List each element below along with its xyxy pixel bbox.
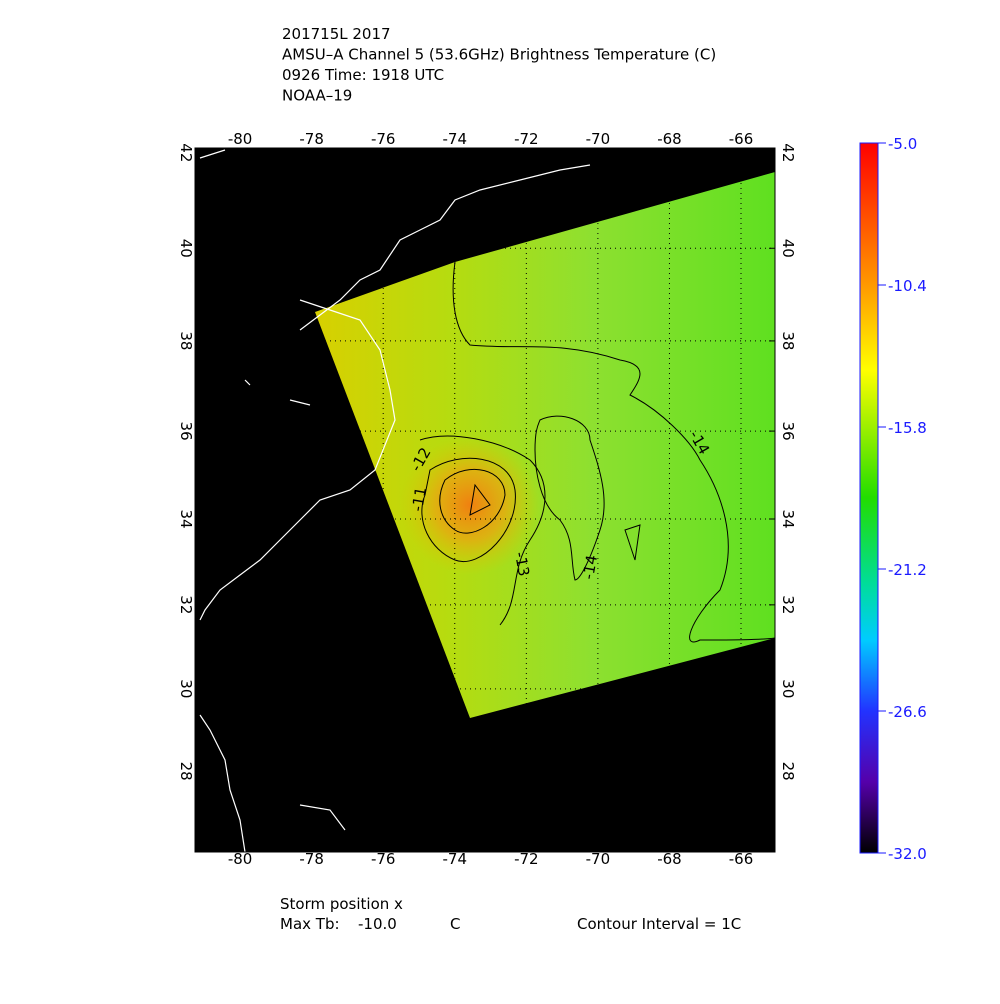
x-tick-label: -78 <box>299 850 324 868</box>
x-tick-label: -78 <box>299 130 324 148</box>
contour <box>624 524 641 561</box>
y-tick-label: 42 <box>177 143 195 162</box>
y-tick-label: 28 <box>779 762 797 781</box>
header-line: 201715L 2017 <box>282 25 391 43</box>
x-tick-label: -74 <box>443 850 468 868</box>
x-tick-label: -80 <box>228 130 253 148</box>
x-tick-label: -72 <box>514 850 539 868</box>
y-tick-label: 40 <box>779 239 797 258</box>
y-tick-label: 32 <box>779 595 797 614</box>
x-tick-label: -68 <box>657 850 682 868</box>
x-tick-label: -66 <box>729 130 754 148</box>
axes: -80 -80 -78 -78 -76 -76 -74 -74 -72 -72 -70 -70 -68 -… <box>177 130 797 868</box>
y-tick-label: 40 <box>177 239 195 258</box>
y-tick-label: 42 <box>779 143 797 162</box>
y-tick-label: 30 <box>177 679 195 698</box>
header: 201715L 2017 AMSU–A Channel 5 (53.6GHz) B… <box>282 25 716 105</box>
y-tick-label: 36 <box>779 422 797 441</box>
x-tick-label: -70 <box>586 850 611 868</box>
contour <box>469 483 491 516</box>
map-frame <box>194 147 776 853</box>
colorbar-tick-label: -32.0 <box>888 845 927 863</box>
contour <box>421 457 516 562</box>
grid <box>195 148 775 852</box>
warm-core <box>395 415 545 595</box>
x-tick-label: -80 <box>228 850 253 868</box>
x-tick-label: -70 <box>586 130 611 148</box>
colorbar <box>859 142 879 854</box>
colorbar-tick-label: -15.8 <box>888 419 927 437</box>
contour-label: -11 <box>408 486 430 513</box>
contour-interval: Contour Interval = 1C <box>577 915 741 933</box>
contours <box>419 261 775 643</box>
x-tick-label: -76 <box>371 850 396 868</box>
x-tick-label: -68 <box>657 130 682 148</box>
header-line: AMSU–A Channel 5 (53.6GHz) Brightness Te… <box>282 46 716 64</box>
coastline <box>199 149 591 852</box>
y-tick-label: 38 <box>779 331 797 350</box>
x-tick-label: -74 <box>443 130 468 148</box>
colorbar-tick-label: -5.0 <box>888 135 917 153</box>
y-tick-label: 34 <box>177 509 195 528</box>
x-tick-label: -72 <box>514 130 539 148</box>
max-tb: -10.0 <box>358 915 397 933</box>
swath <box>315 172 775 718</box>
contour-label: -13 <box>511 551 533 578</box>
y-tick-label: 38 <box>177 331 195 350</box>
contour <box>419 435 546 626</box>
footer: Storm position x Max Tb: -10.0 C Contour… <box>280 895 741 933</box>
y-tick-label: 30 <box>779 679 797 698</box>
colorbar-tick-label: -21.2 <box>888 561 927 579</box>
contour <box>534 415 605 581</box>
max-tb-unit: C <box>450 915 460 933</box>
y-tick-label: 32 <box>177 595 195 614</box>
contour-label: -14 <box>579 554 601 581</box>
header-line: 0926 Time: 1918 UTC <box>282 66 444 84</box>
contour <box>452 261 775 643</box>
y-tick-label: 34 <box>779 509 797 528</box>
colorbar-tick-label: -10.4 <box>888 277 927 295</box>
y-tick-label: 36 <box>177 422 195 441</box>
y-tick-label: 28 <box>177 762 195 781</box>
contour <box>439 468 506 534</box>
map-layer <box>195 148 775 852</box>
header-line: NOAA–19 <box>282 87 352 105</box>
colorbar-ticks: -5.0 -10.4 -15.8 -21.2 -26.6 -32.0 <box>878 135 927 863</box>
max-tb-label: Max Tb: <box>280 915 340 933</box>
x-tick-label: -76 <box>371 130 396 148</box>
x-tick-label: -66 <box>729 850 754 868</box>
colorbar-tick-label: -26.6 <box>888 703 927 721</box>
storm-position: Storm position x <box>280 895 403 913</box>
